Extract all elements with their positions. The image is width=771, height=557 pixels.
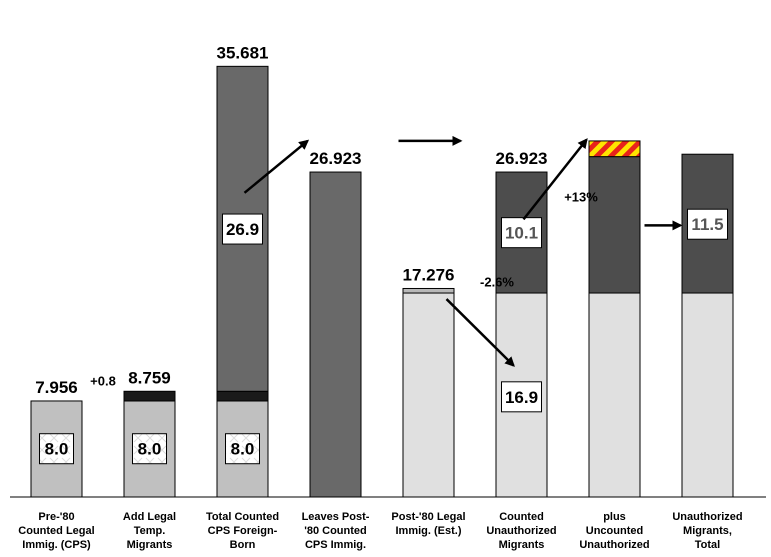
bar-2-total-label: 8.759	[128, 368, 171, 387]
labels-layer: 7.956 8.0 8.759 8.0 35.681 8.0 26.9 26.923 17.27…	[35, 43, 728, 465]
annotation-decline: -2.6%	[480, 274, 514, 289]
bar-3-value-label-text: 8.0	[231, 440, 255, 459]
bar-3-segment-2	[216, 390, 269, 402]
bar-7	[588, 140, 641, 498]
bar-1-value-label-text: 8.0	[45, 440, 69, 459]
bar-3-secondary-label-text: 26.9	[226, 220, 259, 239]
bar-6-secondary-label: 16.9	[501, 381, 542, 413]
bar-2-segment-2	[123, 390, 176, 402]
category-labels: Pre-'80 Counted Legal Immig. (CPS) Add Lega…	[18, 511, 742, 551]
bar-4	[309, 171, 362, 498]
bar-4-total-label: 26.923	[310, 149, 362, 168]
bar-3	[216, 65, 269, 498]
bar-6-secondary-label-box	[501, 381, 542, 413]
category-label-3: Total Counted CPS Foreign-Born	[206, 511, 279, 551]
bar-2-value-label: 8.0	[132, 433, 167, 465]
category-label-7: plus Uncounted Unauthorized	[579, 511, 649, 551]
bar-6-value-label: 10.1	[501, 217, 542, 249]
bar-1-value-label-box	[39, 433, 74, 465]
arrow-to-uncounted	[522, 138, 588, 221]
bar-3-value-label-box	[225, 433, 260, 465]
bar-7-segment-1	[588, 292, 641, 498]
bar-2-value-label-text: 8.0	[138, 440, 162, 459]
annotation-undercount: +13%	[564, 189, 598, 204]
category-label-5: Post-'80 Legal Immig. (Est.)	[391, 511, 465, 537]
bar-6-total-label: 26.923	[496, 149, 548, 168]
category-label-8: Unauthorized Migrants, Total	[672, 511, 742, 551]
bar-3-secondary-label-box	[222, 213, 263, 245]
bar-2-value-label-box	[132, 433, 167, 465]
category-label-6: Counted Unauthorized Migrants	[486, 511, 556, 551]
arrow-to-post80-legal	[445, 298, 515, 367]
bar-7-segment-2	[588, 156, 641, 294]
bar-8-value-label-box	[687, 208, 728, 240]
bar-5-segment-2	[402, 287, 455, 294]
arrow-to-post80-counted	[243, 139, 310, 194]
bar-6-value-label-box	[501, 217, 542, 249]
bar-7-segment-3	[588, 140, 641, 158]
category-label-2: Add Legal Temp. Migrants	[123, 511, 176, 551]
bar-8-value-label: 11.5	[687, 208, 728, 240]
bar-1-total-label: 7.956	[35, 378, 78, 397]
bar-8	[681, 153, 734, 498]
bar-5-segment-1	[402, 292, 455, 498]
bar-3-value-label: 8.0	[225, 433, 260, 465]
bar-5	[402, 287, 455, 498]
bar-5-total-label: 17.276	[403, 265, 455, 284]
bar-6-secondary-label-text: 16.9	[505, 388, 538, 407]
arrows-layer	[243, 135, 683, 367]
bars-layer	[30, 65, 734, 498]
bar-4-segment-1	[309, 171, 362, 498]
bar-8-segment-1	[681, 292, 734, 498]
annotation-add-legal-temp: +0.8	[90, 373, 116, 388]
bar-3-total-label: 35.681	[217, 43, 269, 62]
category-label-4: Leaves Post-'80 Counted CPS Immig.	[302, 511, 370, 551]
bar-8-value-label-text: 11.5	[691, 215, 723, 234]
category-label-1: Pre-'80 Counted Legal Immig. (CPS)	[18, 511, 94, 551]
bar-3-secondary-label: 26.9	[222, 213, 263, 245]
bar-6-value-label-text: 10.1	[505, 224, 538, 243]
bar-1-value-label: 8.0	[39, 433, 74, 465]
